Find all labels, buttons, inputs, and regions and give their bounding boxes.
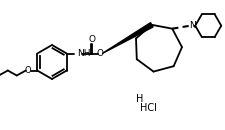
Text: N: N: [188, 21, 195, 30]
Text: NH: NH: [76, 49, 90, 58]
Polygon shape: [102, 23, 152, 54]
Text: O: O: [96, 49, 103, 58]
Text: O: O: [25, 66, 32, 75]
Text: HCl: HCl: [139, 103, 156, 113]
Text: H: H: [136, 94, 143, 104]
Text: O: O: [88, 35, 94, 44]
